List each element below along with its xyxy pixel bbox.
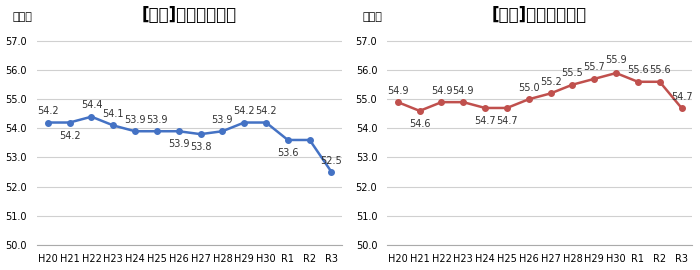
Text: 54.9: 54.9 <box>430 86 452 96</box>
Text: 53.9: 53.9 <box>146 115 168 125</box>
Text: 54.1: 54.1 <box>102 109 124 119</box>
Text: 54.7: 54.7 <box>671 92 692 102</box>
Text: （点）: （点） <box>363 12 382 22</box>
Text: 53.8: 53.8 <box>190 142 211 152</box>
Text: 53.9: 53.9 <box>168 139 190 149</box>
Text: 53.9: 53.9 <box>125 115 146 125</box>
Title: [女子]　体力合計点: [女子] 体力合計点 <box>492 6 587 23</box>
Text: 53.6: 53.6 <box>277 148 299 158</box>
Text: 52.5: 52.5 <box>321 156 342 166</box>
Text: 54.7: 54.7 <box>496 116 518 126</box>
Text: 54.4: 54.4 <box>80 100 102 110</box>
Text: 54.7: 54.7 <box>475 116 496 126</box>
Text: 54.6: 54.6 <box>409 119 430 129</box>
Text: 54.2: 54.2 <box>233 106 255 116</box>
Text: 55.5: 55.5 <box>561 68 583 78</box>
Text: 53.9: 53.9 <box>211 115 233 125</box>
Text: 55.9: 55.9 <box>606 55 627 65</box>
Text: 54.9: 54.9 <box>453 86 474 96</box>
Text: 54.2: 54.2 <box>59 131 80 141</box>
Text: 55.6: 55.6 <box>649 65 671 75</box>
Title: [男子]　体力合計点: [男子] 体力合計点 <box>142 6 237 23</box>
Text: （点）: （点） <box>13 12 32 22</box>
Text: 54.9: 54.9 <box>387 86 409 96</box>
Text: 54.2: 54.2 <box>37 106 59 116</box>
Text: 54.2: 54.2 <box>256 106 276 116</box>
Text: 55.0: 55.0 <box>518 83 540 93</box>
Text: 55.2: 55.2 <box>540 77 561 87</box>
Text: 55.7: 55.7 <box>583 62 605 72</box>
Text: 55.6: 55.6 <box>627 65 649 75</box>
